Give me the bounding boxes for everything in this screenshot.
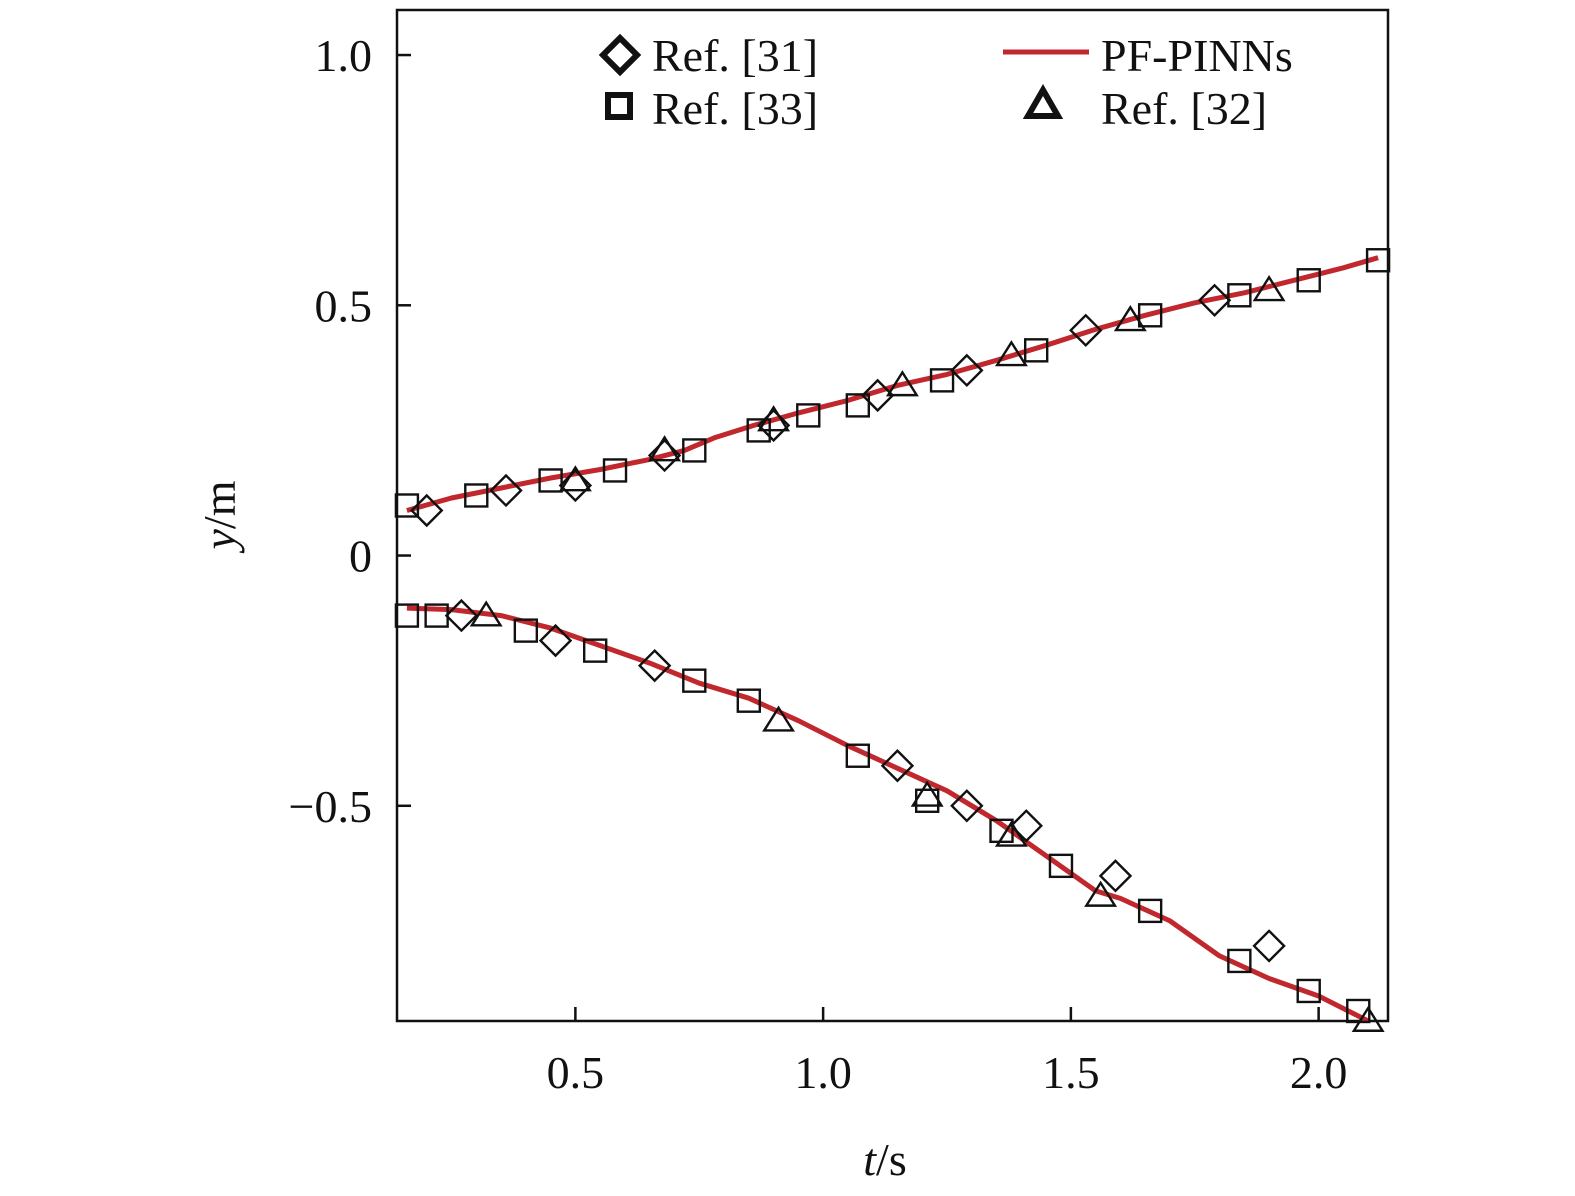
ref-31-point-2	[558, 468, 593, 503]
legend-item-ref31: Ref. [31]	[598, 30, 818, 81]
ref-33-point-18	[682, 668, 707, 693]
ref-33-point-2	[538, 468, 563, 493]
ref-31-point-9	[444, 598, 479, 633]
ref-32-point-1	[648, 435, 682, 462]
ref-31-point-10	[538, 623, 573, 658]
pf-pinns-curve-0	[406, 255, 1379, 513]
ref-33-point-8	[929, 368, 955, 393]
axis-ticks: 0.5 1.0 1.5 2.0 −0.5 0 0.5 1.0	[289, 30, 1348, 1098]
ref-31-point-11	[637, 648, 672, 683]
ref-31-point-12	[880, 749, 915, 783]
legend-triangle-icon	[1022, 83, 1064, 119]
ref-31-point-13	[950, 789, 984, 823]
legend: Ref. [31] PF-PINNs Ref. [33] Ref. [32]	[598, 30, 1293, 134]
y-tick-label-3: 1.0	[315, 30, 373, 81]
ref-33-point-10	[1137, 303, 1163, 328]
legend-label-ref32: Ref. [32]	[1101, 83, 1267, 134]
ref-32-point-9	[910, 780, 944, 807]
ref-31-point-1	[489, 473, 523, 508]
legend-diamond-icon	[598, 33, 642, 77]
legend-label-pf-pinns: PF-PINNs	[1101, 30, 1293, 81]
ref-32-point-6	[1252, 275, 1286, 302]
legend-label-ref33: Ref. [33]	[652, 83, 818, 134]
ref-32-point-4	[994, 340, 1028, 367]
y-tick-label-1: 0	[349, 531, 372, 582]
ref-32-point-7	[469, 600, 503, 627]
legend-square-icon	[605, 92, 633, 120]
ref-32-point-10	[994, 820, 1028, 847]
ref-32-point-0	[558, 465, 592, 492]
ref-32-point-5	[1113, 305, 1147, 332]
x-tick-label-2: 1.5	[1042, 1047, 1100, 1098]
ref-33-point-25	[1227, 948, 1252, 974]
ref-31-point-5	[860, 378, 895, 413]
ref-33-point-15	[424, 603, 449, 628]
ref-31-point-6	[950, 353, 984, 388]
ref-31-point-8	[1197, 283, 1232, 317]
ref-33-point-7	[845, 393, 871, 418]
ref-33-point-24	[1137, 898, 1163, 924]
ref-32-point-11	[1084, 880, 1118, 907]
legend-label-ref31: Ref. [31]	[652, 30, 818, 81]
ref-32-point-12	[1351, 1005, 1385, 1032]
x-tick-label-0: 0.5	[547, 1047, 605, 1098]
y-tick-label-2: 0.5	[315, 280, 373, 331]
legend-item-ref32: Ref. [32]	[1022, 83, 1267, 134]
y-tick-label-0: −0.5	[289, 781, 372, 832]
ref-32-point-3	[885, 370, 919, 397]
reference-markers	[394, 248, 1391, 1032]
ref-33-point-17	[583, 638, 608, 663]
ref-33-point-11	[1227, 283, 1252, 308]
ref-31-point-14	[1009, 809, 1043, 843]
ref-33-point-9	[1023, 338, 1049, 363]
legend-item-ref33: Ref. [33]	[605, 83, 818, 134]
ref-33-point-6	[796, 403, 821, 428]
ref-31-point-3	[647, 438, 682, 473]
pf-pinns-curve-1	[406, 605, 1370, 1024]
y-axis-label: y/m	[194, 480, 245, 553]
ref-33-point-4	[682, 438, 707, 463]
ref-33-point-13	[1365, 248, 1391, 273]
ref-33-point-22	[989, 818, 1014, 844]
plot-frame	[395, 8, 1390, 1023]
ref-33-point-3	[602, 458, 628, 483]
ref-31-point-7	[1069, 313, 1103, 348]
legend-item-pf-pinns: PF-PINNs	[1003, 30, 1293, 81]
ref-33-point-12	[1296, 268, 1321, 293]
ref-33-point-1	[464, 483, 489, 508]
ref-33-point-0	[394, 493, 420, 518]
ref-32-point-8	[762, 705, 796, 732]
ref-31-point-16	[1252, 929, 1286, 963]
pf-pinns-curves	[406, 255, 1379, 1024]
ref-33-point-14	[394, 603, 420, 628]
x-tick-label-1: 1.0	[794, 1047, 852, 1098]
ref-33-point-26	[1296, 978, 1321, 1004]
ref-31-point-15	[1098, 859, 1133, 893]
ref-33-point-19	[736, 688, 762, 713]
ref-33-point-20	[845, 743, 871, 768]
ref-33-point-23	[1048, 853, 1074, 879]
x-tick-label-3: 2.0	[1290, 1047, 1348, 1098]
x-axis-label: t/s	[863, 1134, 906, 1185]
ref-33-point-16	[513, 618, 539, 643]
ref-32-point-2	[757, 405, 791, 432]
